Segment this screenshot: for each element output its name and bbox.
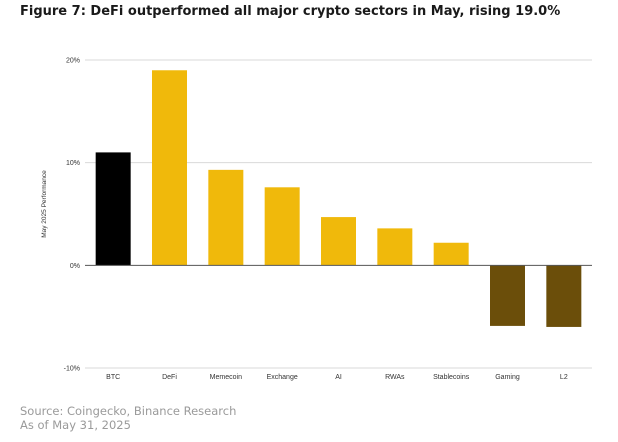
bar-memecoin xyxy=(208,169,244,266)
bar-defi xyxy=(152,70,187,266)
as-of-date: As of May 31, 2025 xyxy=(20,418,131,432)
bar-exchange xyxy=(264,187,300,266)
x-tick-label: RWAs xyxy=(385,374,405,381)
bar-ai xyxy=(321,217,356,266)
x-tick-label: DeFi xyxy=(162,374,177,381)
x-tick-labels: BTC DeFi Memecoin Exchange AI RWAs Stablecoins… xyxy=(106,374,568,381)
x-tick-label: Gaming xyxy=(495,374,520,381)
source-line: Source: Coingecko, Binance Research xyxy=(20,404,237,418)
bar-l2 xyxy=(546,265,582,327)
x-tick-label: BTC xyxy=(106,374,120,381)
x-tick-label: Stablecoins xyxy=(433,374,470,381)
bar-btc xyxy=(95,152,131,266)
x-tick-label: Exchange xyxy=(267,374,298,381)
bar-gaming xyxy=(490,265,525,326)
source-note: Source: Coingecko, Binance Research As o… xyxy=(20,404,236,432)
y-tick-label: 0% xyxy=(70,263,80,270)
y-tick-labels: -10% 0% 10% 20% xyxy=(64,58,80,373)
x-tick-label: L2 xyxy=(560,374,568,381)
y-tick-label: 10% xyxy=(66,160,80,167)
bar-chart: -10% 0% 10% 20% BTC DeFi Memecoin Exchange AI RW… xyxy=(41,58,592,381)
bar-rwas xyxy=(377,228,413,266)
bars xyxy=(95,70,582,327)
bar-stablecoins xyxy=(433,242,469,266)
y-axis-label: May 2025 Performance xyxy=(41,170,48,238)
x-tick-label: AI xyxy=(335,374,342,381)
figure-title: Figure 7: DeFi outperformed all major cr… xyxy=(20,4,561,19)
x-tick-label: Memecoin xyxy=(210,374,242,381)
y-tick-label: 20% xyxy=(66,58,80,65)
y-tick-label: -10% xyxy=(64,366,80,373)
